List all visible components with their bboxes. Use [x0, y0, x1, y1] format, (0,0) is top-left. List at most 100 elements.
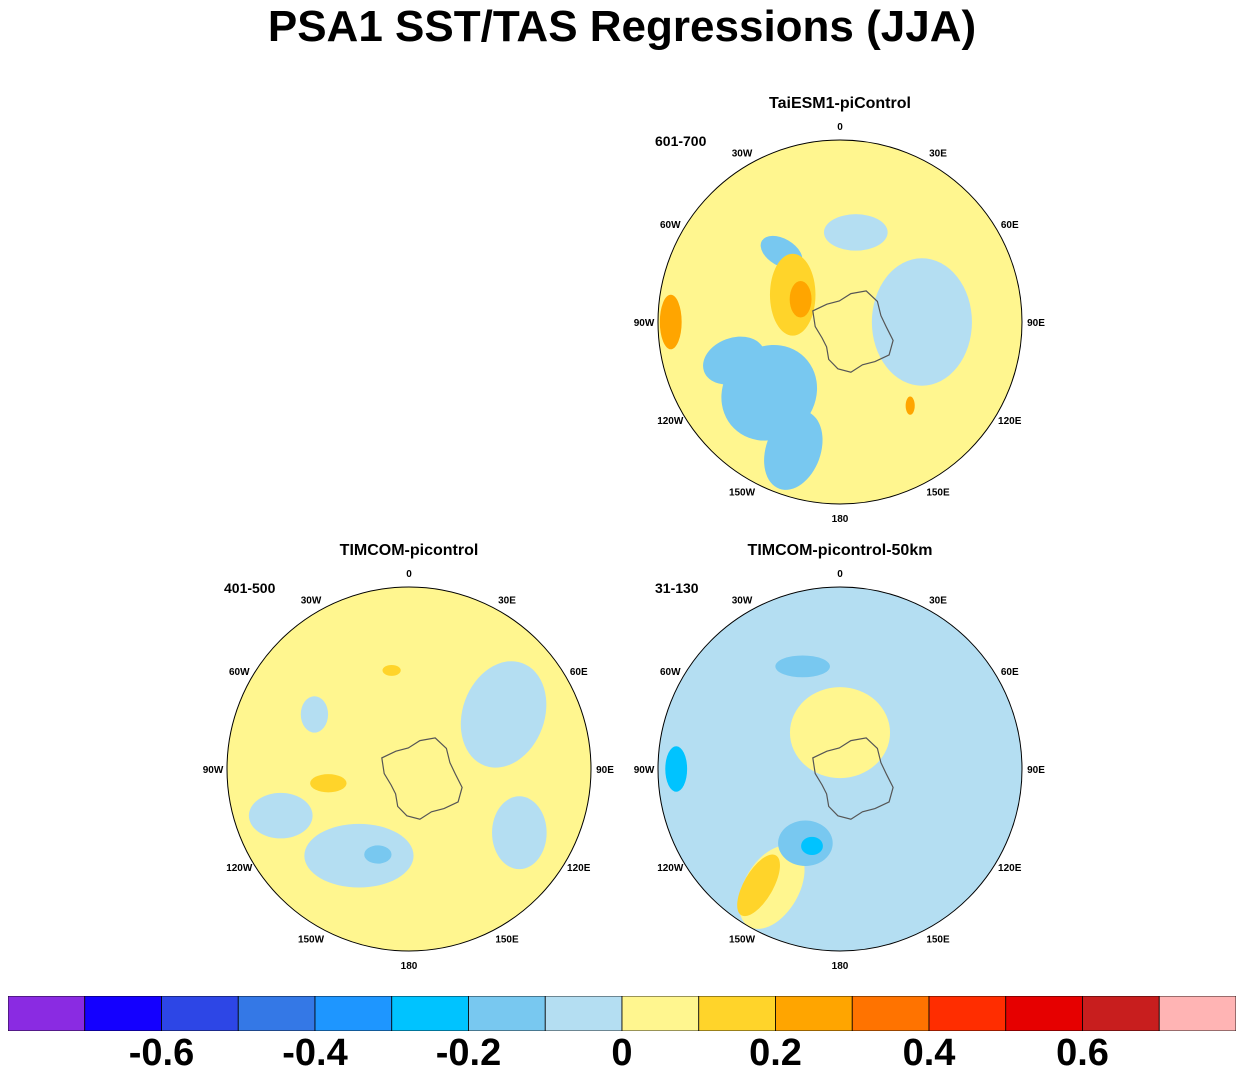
- longitude-label: 90E: [1027, 318, 1045, 329]
- colorbar-swatch: [1158, 996, 1236, 1031]
- colorbar-tick-label: 0.4: [902, 1032, 956, 1074]
- longitude-label: 0: [406, 569, 412, 580]
- longitude-label: 90W: [634, 765, 655, 776]
- anomaly-region: [300, 696, 329, 733]
- anomaly-region: [789, 281, 812, 318]
- colorbar-tick-label: 0.2: [749, 1032, 802, 1074]
- longitude-label: 120E: [567, 863, 591, 874]
- longitude-label: 90W: [203, 765, 224, 776]
- colorbar-swatch: [314, 996, 393, 1031]
- map-border: [226, 586, 592, 952]
- longitude-label: 120W: [657, 416, 684, 427]
- longitude-label: 60E: [1001, 667, 1019, 678]
- longitude-label: 60W: [660, 220, 681, 231]
- longitude-label: 90W: [634, 318, 655, 329]
- anomaly-region: [460, 661, 547, 768]
- colorbar-swatch: [161, 996, 239, 1031]
- anomaly-region: [737, 854, 780, 917]
- anomaly-region: [304, 823, 414, 888]
- map-panel-taiesm1: TaiESM1-piControl 601-700 0 30E 60E 90E 120E…: [634, 95, 1046, 535]
- colorbar-ticks: -0.6 -0.4 -0.2 0 0.2 0.4 0.6: [0, 1032, 1244, 1078]
- colorbar-swatch: [621, 996, 700, 1031]
- anomaly-region: [382, 664, 401, 676]
- longitude-label: 150W: [729, 935, 756, 946]
- longitude-label: 150E: [495, 935, 519, 946]
- anomaly-region: [823, 214, 888, 251]
- longitude-label: 60W: [660, 667, 681, 678]
- map-border: [657, 586, 1023, 952]
- colorbar-swatch: [84, 996, 162, 1031]
- colorbar-swatch: [391, 996, 469, 1031]
- longitude-label: 60E: [1001, 220, 1019, 231]
- polar-map: 0 30E 60E 90E 120E 150E 180 150W 120W 90W 60W 30W: [203, 569, 615, 972]
- longitude-label: 150W: [729, 488, 756, 499]
- longitude-label: 0: [837, 122, 843, 133]
- anomaly-region: [310, 774, 347, 793]
- anomaly-region: [492, 796, 547, 870]
- longitude-label: 120E: [998, 863, 1022, 874]
- polar-map: 0 30E 60E 90E 120E 150E 180 150W 120W 90W 60W 30W: [634, 569, 1046, 972]
- longitude-label: 60E: [570, 667, 588, 678]
- colorbar-swatch: [928, 996, 1007, 1031]
- anomaly-region: [665, 746, 688, 792]
- longitude-label: 30E: [929, 148, 947, 159]
- colorbar-swatch: [1082, 996, 1160, 1031]
- colorbar-swatch: [698, 996, 776, 1031]
- antarctica-coastline: [812, 737, 894, 820]
- anomaly-region: [905, 396, 915, 415]
- colorbar-swatch: [1005, 996, 1083, 1031]
- colorbar-swatch: [775, 996, 853, 1031]
- antarctica-coastline: [381, 737, 463, 820]
- anomaly-region: [801, 836, 823, 856]
- antarctica-coastline: [812, 290, 894, 373]
- longitude-label: 30W: [301, 595, 322, 606]
- map-panel-timcom: TIMCOM-picontrol 401-500 0 30E 60E 90E 120E 1…: [203, 542, 615, 982]
- map-background: [227, 587, 591, 951]
- longitude-label: 150W: [298, 935, 325, 946]
- colorbar: [8, 996, 1236, 1031]
- longitude-label: 30E: [498, 595, 516, 606]
- anomaly-region: [703, 336, 765, 385]
- map-panel-timcom-50km: TIMCOM-picontrol-50km 31-130 0 30E 60E 90E 1…: [634, 542, 1046, 982]
- figure-title: PSA1 SST/TAS Regressions (JJA): [267, 2, 977, 51]
- colorbar-swatch: [8, 996, 86, 1031]
- polar-map: 0 30E 60E 90E 120E 150E 180 150W 120W 90W 60W 30W: [634, 122, 1046, 525]
- anomaly-region: [871, 258, 972, 386]
- longitude-label: 150E: [926, 488, 950, 499]
- colorbar-tick-label: -0.6: [128, 1032, 195, 1074]
- longitude-label: 120E: [998, 416, 1022, 427]
- anomaly-region: [764, 410, 823, 490]
- colorbar-tick-label: -0.2: [435, 1032, 502, 1074]
- anomaly-region: [659, 294, 682, 350]
- colorbar-swatch: [468, 996, 546, 1031]
- longitude-label: 120W: [657, 863, 684, 874]
- longitude-label: 120W: [226, 863, 253, 874]
- panel-period: 601-700: [655, 133, 707, 149]
- longitude-label: 60W: [229, 667, 250, 678]
- longitude-label: 30E: [929, 595, 947, 606]
- longitude-label: 150E: [926, 935, 950, 946]
- anomaly-region: [364, 845, 392, 864]
- colorbar-swatch: [237, 996, 316, 1031]
- panel-title: TaiESM1-piControl: [769, 95, 911, 112]
- colorbar-tick-label: 0: [611, 1032, 633, 1074]
- panel-period: 31-130: [655, 580, 699, 596]
- longitude-label: 180: [401, 961, 418, 972]
- panel-title: TIMCOM-picontrol: [339, 542, 479, 559]
- colorbar-swatch: [851, 996, 930, 1031]
- colorbar-swatch: [544, 996, 623, 1031]
- longitude-label: 0: [837, 569, 843, 580]
- longitude-label: 90E: [1027, 765, 1045, 776]
- anomaly-region: [789, 687, 891, 779]
- longitude-label: 30W: [732, 595, 753, 606]
- panel-period: 401-500: [224, 580, 276, 596]
- longitude-label: 90E: [596, 765, 614, 776]
- anomaly-region: [248, 792, 313, 839]
- colorbar-tick-label: -0.4: [282, 1032, 348, 1074]
- longitude-label: 180: [832, 514, 849, 525]
- colorbar-tick-label: 0.6: [1056, 1032, 1109, 1074]
- longitude-label: 30W: [732, 148, 753, 159]
- map-border: [657, 139, 1023, 505]
- longitude-label: 180: [832, 961, 849, 972]
- anomaly-region: [775, 655, 830, 678]
